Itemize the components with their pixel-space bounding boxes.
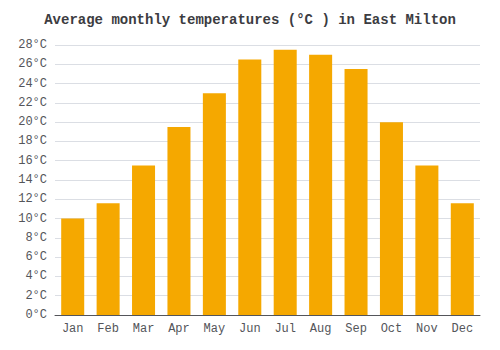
svg-text:4°C: 4°C [25, 269, 47, 283]
svg-text:0°C: 0°C [25, 308, 47, 322]
svg-text:10°C: 10°C [18, 212, 47, 226]
svg-text:Jan: Jan [62, 322, 84, 336]
svg-text:2°C: 2°C [25, 289, 47, 303]
svg-text:12°C: 12°C [18, 192, 47, 206]
svg-text:Apr: Apr [168, 322, 190, 336]
svg-text:20°C: 20°C [18, 115, 47, 129]
svg-text:Jun: Jun [239, 322, 261, 336]
svg-text:28°C: 28°C [18, 38, 47, 52]
svg-text:Average monthly temperatures (: Average monthly temperatures (°C ) in Ea… [44, 12, 456, 28]
svg-text:8°C: 8°C [25, 231, 47, 245]
svg-text:26°C: 26°C [18, 57, 47, 71]
svg-text:14°C: 14°C [18, 173, 47, 187]
svg-text:18°C: 18°C [18, 134, 47, 148]
svg-text:Feb: Feb [97, 322, 119, 336]
svg-text:22°C: 22°C [18, 96, 47, 110]
svg-text:Mar: Mar [133, 322, 155, 336]
svg-text:May: May [204, 322, 226, 336]
svg-text:Dec: Dec [451, 322, 473, 336]
svg-text:16°C: 16°C [18, 154, 47, 168]
svg-text:Oct: Oct [381, 322, 403, 336]
svg-text:6°C: 6°C [25, 250, 47, 264]
svg-text:Sep: Sep [345, 322, 367, 336]
svg-text:24°C: 24°C [18, 77, 47, 91]
svg-text:Nov: Nov [416, 322, 438, 336]
svg-text:Jul: Jul [274, 322, 296, 336]
svg-text:Aug: Aug [310, 322, 332, 336]
